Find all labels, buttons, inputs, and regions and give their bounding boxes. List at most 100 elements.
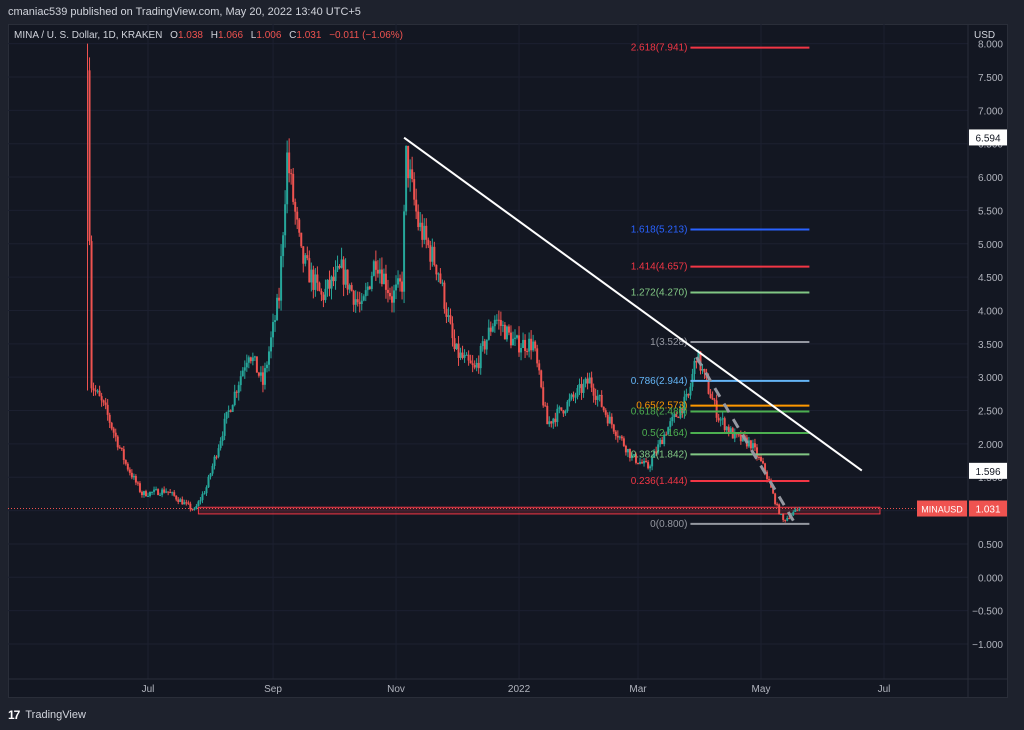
- projection-line[interactable]: [695, 356, 797, 525]
- footer: 17 TradingView: [8, 706, 86, 724]
- candle-body: [461, 352, 464, 358]
- candle-body: [614, 431, 617, 436]
- candle-body: [118, 447, 121, 449]
- candle-body: [395, 284, 398, 291]
- candle-body: [634, 454, 637, 463]
- candle-body: [211, 465, 214, 474]
- candle-body: [471, 363, 474, 366]
- candle-body: [626, 448, 629, 453]
- candle-body: [276, 297, 279, 321]
- time-axis[interactable]: Jul Sep Nov 2022 Mar May Jul: [8, 678, 1008, 695]
- candle-body: [155, 489, 158, 491]
- candle-body: [290, 173, 293, 175]
- candle-body: [247, 357, 250, 363]
- candle-body: [584, 378, 587, 384]
- price-tick-label: 5.500: [978, 206, 1003, 217]
- tradingview-brand[interactable]: TradingView: [25, 709, 86, 721]
- candle-body: [741, 435, 744, 442]
- candle-body: [786, 518, 789, 521]
- price-tick-label: 6.000: [978, 173, 1003, 184]
- price-tag-label: 1.596: [975, 467, 1000, 478]
- candle-body: [473, 365, 476, 368]
- candle-body: [300, 232, 303, 247]
- candle-body: [108, 414, 111, 423]
- candle-body: [522, 339, 525, 348]
- candle-body: [94, 390, 97, 392]
- candle-body: [574, 396, 577, 398]
- candle-body: [110, 422, 113, 429]
- candle-body: [673, 414, 676, 417]
- candle-body: [524, 339, 527, 352]
- candle-body: [128, 469, 131, 473]
- candle-body: [320, 290, 323, 295]
- candle-body: [393, 290, 396, 303]
- candle-body: [165, 491, 168, 493]
- candle-body: [151, 491, 154, 493]
- candle-body: [261, 372, 264, 385]
- candle-body: [112, 428, 115, 433]
- symbol-tag: [917, 500, 967, 517]
- candle-body: [715, 400, 718, 418]
- candle-body: [407, 145, 410, 179]
- candle-body: [441, 282, 444, 284]
- candle-body: [197, 501, 200, 507]
- candle-body: [794, 509, 797, 512]
- candle-body: [179, 499, 182, 502]
- price-tick-label: 4.500: [978, 273, 1003, 284]
- candle-body: [292, 173, 295, 202]
- candle-body: [100, 396, 103, 401]
- candle-body: [564, 411, 567, 414]
- candle-body: [465, 354, 468, 356]
- candle-body: [306, 255, 309, 259]
- fib-level-label: 0.618(2.486): [631, 406, 688, 417]
- candle-body: [796, 509, 799, 511]
- candle-body: [328, 279, 331, 289]
- candle-body: [314, 274, 317, 290]
- candle-body: [384, 273, 387, 290]
- candle-body: [161, 489, 164, 495]
- candle-body: [163, 489, 166, 493]
- candle-body: [552, 418, 555, 424]
- candle-body: [382, 273, 385, 285]
- candle-body: [598, 395, 601, 397]
- candle-body: [265, 364, 268, 369]
- open-value: 1.038: [178, 30, 203, 41]
- candle-body: [249, 357, 252, 362]
- candle-body: [562, 410, 565, 414]
- tradingview-logo-icon[interactable]: 17: [8, 708, 20, 722]
- support-zone[interactable]: [197, 506, 881, 515]
- candle-body: [429, 245, 432, 262]
- time-tick-label: Jul: [142, 684, 155, 695]
- fib-level-label: 0.65(2.573): [636, 401, 687, 412]
- price-axis[interactable]: 8.0007.5007.0006.5006.0005.5005.0004.500…: [967, 24, 1003, 698]
- candle-body: [181, 499, 184, 505]
- candle-body: [207, 476, 210, 488]
- price-tick-label: 5.000: [978, 240, 1003, 251]
- candle-body: [719, 419, 722, 421]
- candle-body: [257, 372, 260, 376]
- price-chart[interactable]: 2.618(7.941) 1.618(5.213) 1.414(4.657) 1.27…: [8, 24, 1008, 698]
- trendline[interactable]: [403, 136, 863, 472]
- fib-level-label: 0.382(1.842): [631, 449, 688, 460]
- candle-body: [340, 259, 343, 268]
- publisher-line: cmaniac539 published on TradingView.com,…: [8, 6, 361, 18]
- candle-body: [380, 269, 383, 285]
- close-value: 1.031: [296, 30, 321, 41]
- candle-body: [96, 390, 99, 392]
- candle-body: [798, 509, 801, 511]
- candle-body: [209, 473, 212, 477]
- change-value: −0.011 (−1.06%): [329, 30, 403, 41]
- candle-body: [586, 378, 589, 384]
- symbol-tag-label: MINAUSD: [921, 505, 963, 515]
- candle-body: [572, 394, 575, 397]
- candle-body: [558, 407, 561, 409]
- candle-body: [304, 255, 307, 264]
- candle-body: [253, 356, 256, 358]
- candle-body: [98, 390, 101, 397]
- candle-body: [332, 276, 335, 282]
- candle-body: [336, 265, 339, 270]
- candle-body: [421, 222, 424, 240]
- candle-body: [518, 335, 521, 353]
- candle-body: [632, 454, 635, 456]
- candle-body: [653, 451, 656, 458]
